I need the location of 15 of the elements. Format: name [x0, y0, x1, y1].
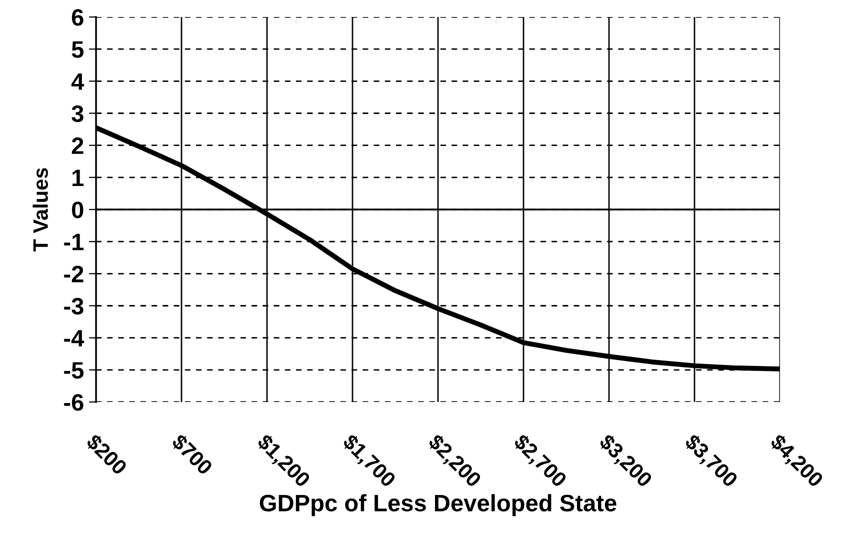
y-tick-label: -3	[64, 298, 84, 315]
y-tick-label: -5	[64, 362, 84, 379]
y-tick-label: -1	[64, 234, 84, 250]
y-tick-label: 5	[72, 41, 84, 58]
y-tick-label: 1	[72, 170, 84, 186]
y-tick-label: -4	[64, 330, 84, 346]
y-tick-label: 3	[72, 105, 84, 122]
y-tick-label: -2	[64, 266, 84, 282]
x-axis-title: GDPpc of Less Developed State	[260, 494, 616, 516]
y-tick-label: 4	[71, 73, 84, 90]
y-tick-label: -6	[64, 394, 84, 411]
y-tick-label: 2	[72, 137, 84, 154]
y-tick-label: 6	[72, 9, 84, 26]
y-tick-label: 0	[72, 202, 84, 218]
y-axis-title: T Values	[32, 168, 48, 252]
